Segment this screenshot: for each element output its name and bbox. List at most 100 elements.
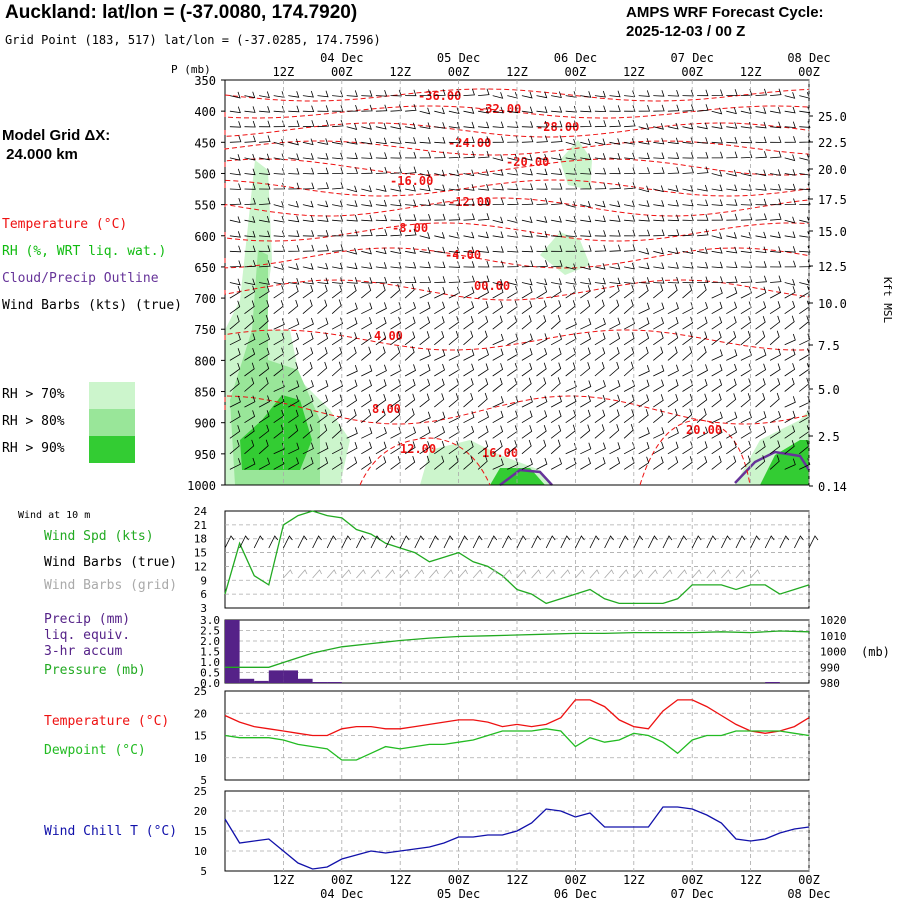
wind-barb (464, 378, 474, 391)
wind-barb (624, 285, 634, 298)
wind-barb (697, 394, 707, 407)
bottom-time-label: 00Z (681, 873, 703, 887)
wind-barb (449, 108, 459, 114)
wind-barb (449, 232, 459, 238)
wind-barb (449, 426, 459, 438)
wind-barb (610, 278, 621, 284)
height-tick-label: 0.14 (818, 480, 847, 494)
wind-barb (683, 90, 694, 96)
wind-barb (683, 442, 693, 454)
wind-barb (741, 151, 752, 158)
wind-barb (712, 364, 722, 376)
temperature-tick-label: 25 (194, 685, 207, 698)
wind-barb (449, 287, 460, 298)
wind-barb (376, 229, 387, 236)
wind-barb (537, 279, 547, 285)
wind-barb (726, 137, 737, 143)
wind-barb (522, 184, 533, 190)
wind-barb (537, 286, 547, 298)
wind-barb (624, 105, 635, 111)
wind-barb (756, 184, 767, 190)
wind-barb (303, 285, 313, 298)
wind-barb (639, 105, 650, 111)
wind-barb (493, 334, 504, 345)
wind-barb (405, 214, 416, 220)
wind-barb (668, 302, 679, 313)
wind-barb (361, 277, 372, 283)
wind-barb (770, 378, 780, 391)
wind-barb (756, 89, 767, 96)
wind-barb (683, 379, 693, 391)
wind-barb (405, 364, 415, 376)
wind-barb (624, 457, 634, 470)
wind-barb (566, 348, 576, 361)
wind-barb (756, 301, 766, 313)
wind-barb (785, 155, 795, 161)
surface-wind-panel: 2421181512963 (194, 505, 818, 615)
wind-barb (347, 263, 357, 269)
wind-barb (683, 152, 694, 158)
temperature-contour-label: -16.00 (390, 174, 433, 188)
wind-barb (741, 232, 751, 238)
wind-barb (391, 200, 402, 206)
bottom-time-label: 00Z (798, 873, 820, 887)
wind-barb (785, 334, 796, 345)
wind-barb (464, 122, 475, 128)
height-tick-label: 22.5 (818, 136, 847, 150)
temperature-contour-label: 00.00 (474, 279, 510, 293)
wind-barb (653, 284, 662, 298)
wind-barb (274, 245, 285, 251)
wind-barb (347, 248, 357, 254)
bottom-time-label: 00Z (331, 873, 353, 887)
wind-barb (639, 442, 649, 454)
wind-barb (318, 201, 328, 207)
wind-barb (580, 300, 589, 314)
wind-barb (639, 409, 649, 423)
wind-barb (318, 91, 329, 97)
wind-barb (566, 425, 576, 439)
wind-barb (566, 278, 576, 284)
wind-barb (391, 277, 402, 283)
wind-barb (697, 317, 707, 329)
wind-barb (303, 263, 313, 269)
wind-barb (537, 92, 547, 98)
wind-barb (624, 263, 634, 269)
wind-barb (303, 318, 314, 329)
wind-barb (522, 286, 532, 298)
wind-barb (230, 198, 241, 205)
wind-barb (537, 260, 548, 267)
wind-barb (347, 395, 357, 408)
wind-barb (449, 364, 459, 376)
wind-barb (493, 396, 504, 407)
wind-barb (785, 246, 796, 252)
wind-barb (653, 277, 664, 283)
wind-barb (595, 91, 605, 97)
wind-barb (288, 154, 298, 160)
wind-barb (420, 108, 430, 114)
wind-barb (697, 200, 708, 206)
wind-barb (624, 442, 634, 454)
wind-barb (332, 245, 343, 252)
wind-barb (361, 409, 370, 423)
pressure-tick-label: 600 (194, 230, 216, 244)
wind-barb (566, 443, 577, 454)
wind-barb (288, 91, 298, 97)
wind-barb (653, 442, 663, 454)
wind-barb (507, 301, 517, 314)
wind-barb (449, 393, 458, 407)
wind-barb (697, 284, 706, 298)
wind-barb (318, 362, 327, 376)
wind-barb (478, 89, 489, 96)
wind-barb (361, 200, 371, 206)
wind-barb (624, 278, 635, 284)
wind-barb (230, 246, 241, 252)
wind-barb (668, 248, 678, 254)
wind-barb (288, 168, 299, 174)
wind-barb (580, 458, 590, 470)
wind-barb (361, 365, 372, 376)
wind-barb (376, 365, 387, 376)
wind-barb (478, 393, 487, 407)
wind-barb (551, 410, 561, 423)
pressure-tick-label: 1010 (820, 630, 847, 643)
wind-barb (522, 378, 531, 392)
